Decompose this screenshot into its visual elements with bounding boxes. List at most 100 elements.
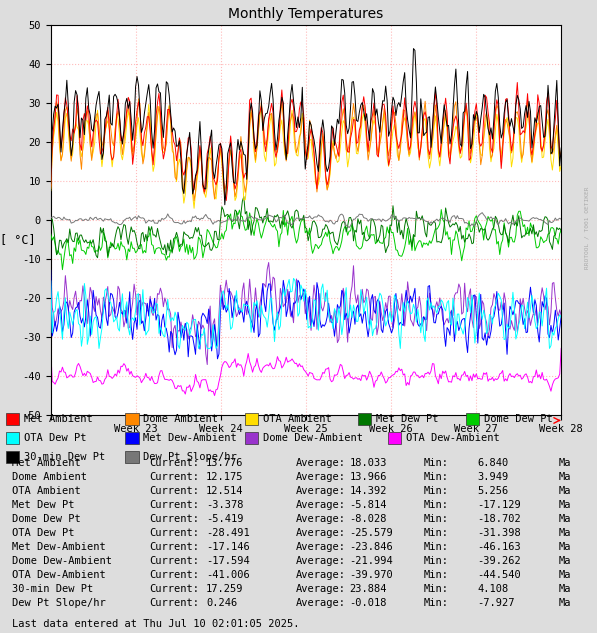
Text: OTA Dew-Ambient: OTA Dew-Ambient	[12, 570, 106, 580]
Text: Ma: Ma	[558, 472, 571, 482]
Text: Ma: Ma	[558, 458, 571, 468]
Text: Met Dew Pt: Met Dew Pt	[12, 500, 75, 510]
Text: -17.594: -17.594	[206, 556, 250, 566]
Text: Min:: Min:	[424, 472, 449, 482]
Text: Ma: Ma	[558, 598, 571, 608]
Text: Ma: Ma	[558, 500, 571, 510]
Text: Met Dew-Ambient: Met Dew-Ambient	[12, 542, 106, 552]
Text: Average:: Average:	[296, 458, 346, 468]
Text: 30-min Dew Pt: 30-min Dew Pt	[12, 584, 93, 594]
Text: -23.846: -23.846	[349, 542, 393, 552]
Text: -3.378: -3.378	[206, 500, 244, 510]
Text: 30-min Dew Pt: 30-min Dew Pt	[24, 452, 105, 462]
Text: -41.006: -41.006	[206, 570, 250, 580]
Text: Average:: Average:	[296, 528, 346, 538]
Text: Met Dew Pt: Met Dew Pt	[376, 414, 439, 424]
Text: 0.246: 0.246	[206, 598, 237, 608]
Text: -28.491: -28.491	[206, 528, 250, 538]
Text: Min:: Min:	[424, 542, 449, 552]
Text: Average:: Average:	[296, 556, 346, 566]
Text: Min:: Min:	[424, 514, 449, 524]
Text: Average:: Average:	[296, 598, 346, 608]
Text: Current:: Current:	[149, 542, 199, 552]
Text: Dome Dew Pt: Dome Dew Pt	[484, 414, 552, 424]
Text: Ma: Ma	[558, 542, 571, 552]
Text: -18.702: -18.702	[478, 514, 521, 524]
Text: Current:: Current:	[149, 570, 199, 580]
Text: 4.108: 4.108	[478, 584, 509, 594]
Text: Ma: Ma	[558, 486, 571, 496]
Text: Met Ambient: Met Ambient	[24, 414, 93, 424]
Text: Dome Dew Pt: Dome Dew Pt	[12, 514, 81, 524]
Text: Min:: Min:	[424, 598, 449, 608]
Text: Min:: Min:	[424, 486, 449, 496]
Text: OTA Ambient: OTA Ambient	[263, 414, 331, 424]
Text: Dome Ambient: Dome Ambient	[143, 414, 219, 424]
Text: RROTOOL / T001 OETIKER: RROTOOL / T001 OETIKER	[584, 187, 589, 269]
Text: Last data entered at Thu Jul 10 02:01:05 2025.: Last data entered at Thu Jul 10 02:01:05…	[12, 619, 300, 629]
Text: Ma: Ma	[558, 556, 571, 566]
Text: -39.970: -39.970	[349, 570, 393, 580]
Text: Met Ambient: Met Ambient	[12, 458, 81, 468]
Text: Ma: Ma	[558, 528, 571, 538]
Text: -21.994: -21.994	[349, 556, 393, 566]
Text: OTA Dew-Ambient: OTA Dew-Ambient	[406, 433, 500, 443]
Text: Min:: Min:	[424, 556, 449, 566]
Text: Current:: Current:	[149, 556, 199, 566]
Text: -31.398: -31.398	[478, 528, 521, 538]
Text: Ma: Ma	[558, 570, 571, 580]
Text: OTA Dew Pt: OTA Dew Pt	[12, 528, 75, 538]
Text: Average:: Average:	[296, 584, 346, 594]
Title: Monthly Temperatures: Monthly Temperatures	[228, 8, 384, 22]
Text: 18.033: 18.033	[349, 458, 387, 468]
Text: -39.262: -39.262	[478, 556, 521, 566]
Text: 12.175: 12.175	[206, 472, 244, 482]
Text: Current:: Current:	[149, 528, 199, 538]
Text: -7.927: -7.927	[478, 598, 515, 608]
Text: -17.146: -17.146	[206, 542, 250, 552]
Text: Dew Pt Slope/hr: Dew Pt Slope/hr	[12, 598, 106, 608]
Text: -0.018: -0.018	[349, 598, 387, 608]
Text: -5.814: -5.814	[349, 500, 387, 510]
Text: Average:: Average:	[296, 472, 346, 482]
Text: Average:: Average:	[296, 570, 346, 580]
Text: -44.540: -44.540	[478, 570, 521, 580]
Text: Dome Dew-Ambient: Dome Dew-Ambient	[263, 433, 363, 443]
Text: Average:: Average:	[296, 514, 346, 524]
Text: Current:: Current:	[149, 472, 199, 482]
Y-axis label: [ °C]: [ °C]	[0, 233, 35, 246]
Text: OTA Dew Pt: OTA Dew Pt	[24, 433, 87, 443]
Text: Ma: Ma	[558, 514, 571, 524]
Text: Current:: Current:	[149, 514, 199, 524]
Text: Current:: Current:	[149, 486, 199, 496]
Text: -8.028: -8.028	[349, 514, 387, 524]
Text: Min:: Min:	[424, 570, 449, 580]
Text: Average:: Average:	[296, 486, 346, 496]
Text: Dome Dew-Ambient: Dome Dew-Ambient	[12, 556, 112, 566]
Text: OTA Ambient: OTA Ambient	[12, 486, 81, 496]
Text: Current:: Current:	[149, 458, 199, 468]
Text: 5.256: 5.256	[478, 486, 509, 496]
Text: Min:: Min:	[424, 500, 449, 510]
Text: 12.514: 12.514	[206, 486, 244, 496]
Text: 17.259: 17.259	[206, 584, 244, 594]
Text: Dew Pt Slope/hr: Dew Pt Slope/hr	[143, 452, 237, 462]
Text: -46.163: -46.163	[478, 542, 521, 552]
Text: 3.949: 3.949	[478, 472, 509, 482]
Text: -17.129: -17.129	[478, 500, 521, 510]
Text: Min:: Min:	[424, 458, 449, 468]
Text: 14.392: 14.392	[349, 486, 387, 496]
Text: -5.419: -5.419	[206, 514, 244, 524]
Text: Average:: Average:	[296, 500, 346, 510]
Text: 13.776: 13.776	[206, 458, 244, 468]
Text: 6.840: 6.840	[478, 458, 509, 468]
Text: Dome Ambient: Dome Ambient	[12, 472, 87, 482]
Text: Met Dew-Ambient: Met Dew-Ambient	[143, 433, 237, 443]
Text: Ma: Ma	[558, 584, 571, 594]
Text: 23.884: 23.884	[349, 584, 387, 594]
Text: Min:: Min:	[424, 528, 449, 538]
Text: Current:: Current:	[149, 584, 199, 594]
Text: -25.579: -25.579	[349, 528, 393, 538]
Text: Current:: Current:	[149, 500, 199, 510]
Text: Min:: Min:	[424, 584, 449, 594]
